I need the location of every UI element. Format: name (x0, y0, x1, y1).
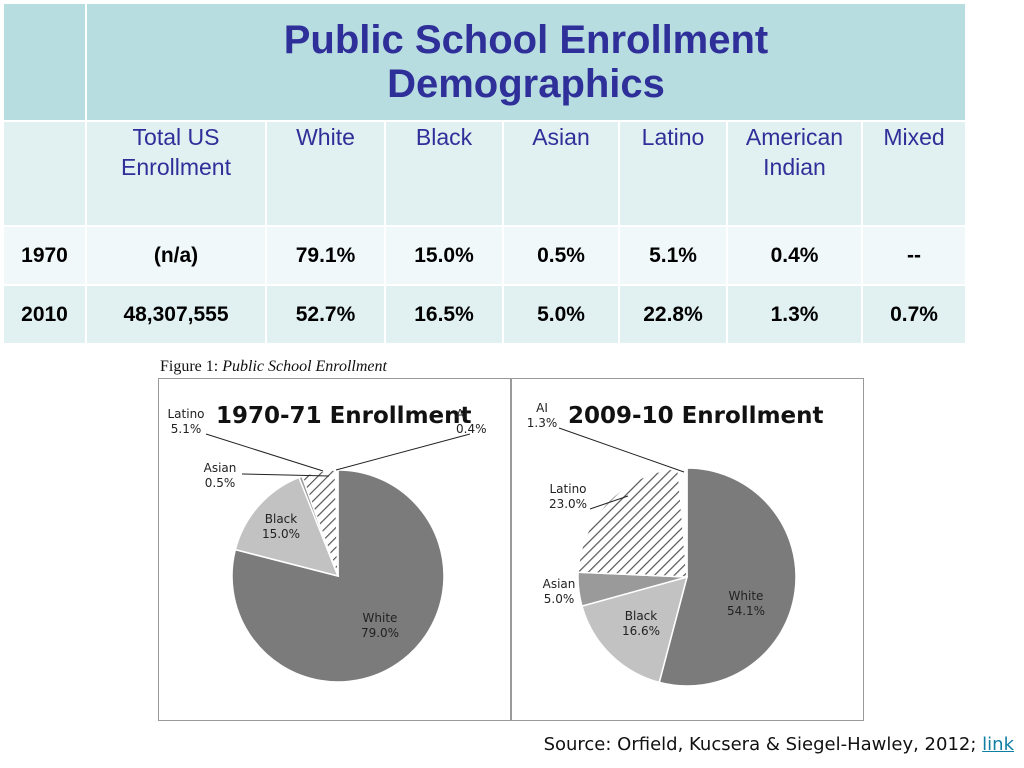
slice-value-ai: 0.4% (456, 422, 487, 436)
table-title-line2: Demographics (387, 62, 665, 106)
slice-label-black: Black (625, 609, 658, 623)
cell-mixed: -- (861, 225, 967, 286)
pie-slice-latino (577, 467, 688, 578)
cell-total-enrollment: (n/a) (85, 225, 267, 286)
table-row: 2010 48,307,555 52.7% 16.5% 5.0% 22.8% 1… (2, 284, 967, 345)
figure-caption: Figure 1: Public School Enrollment (160, 358, 387, 375)
row-year: 2010 (2, 284, 87, 345)
slice-label-latino: Latino (549, 482, 586, 496)
slice-label-white: White (729, 589, 764, 603)
pie-slice-white (231, 469, 445, 683)
header-american-indian: American Indian (726, 120, 863, 227)
slice-label-ai: AI (536, 401, 548, 415)
table-title: Public School Enrollment Demographics (85, 2, 967, 122)
header-white: White (265, 120, 386, 227)
header-latino: Latino (618, 120, 728, 227)
source-link[interactable]: link (982, 734, 1014, 755)
table-corner-cell (2, 2, 87, 122)
leader-line-latino (205, 433, 324, 472)
slice-label-asian: Asian (543, 577, 576, 591)
header-mixed: Mixed (861, 120, 967, 227)
header-total-enrollment: Total US Enrollment (85, 120, 267, 227)
slice-value-asian: 5.0% (544, 592, 575, 606)
cell-american-indian: 0.4% (726, 225, 863, 286)
slice-value-asian: 0.5% (205, 476, 236, 490)
cell-total-enrollment: 48,307,555 (85, 284, 267, 345)
table-row: 1970 (n/a) 79.1% 15.0% 0.5% 5.1% 0.4% -- (2, 225, 967, 286)
cell-white: 52.7% (265, 284, 386, 345)
pie-slice-ai (677, 467, 688, 578)
slice-label-black: Black (265, 512, 298, 526)
header-corner-cell (2, 120, 87, 227)
leader-line-asian (241, 473, 330, 477)
cell-american-indian: 1.3% (726, 284, 863, 345)
cell-asian: 5.0% (502, 284, 620, 345)
slice-value-black: 15.0% (262, 527, 300, 541)
pie-slice-black (234, 476, 340, 578)
cell-black: 15.0% (384, 225, 504, 286)
cell-latino: 22.8% (618, 284, 728, 345)
slice-value-ai: 1.3% (527, 416, 558, 430)
slice-value-latino: 23.0% (549, 497, 587, 511)
pie-slice-black (581, 575, 689, 684)
pie-title: 2009-10 Enrollment (568, 403, 824, 429)
slice-value-black: 16.6% (622, 624, 660, 638)
cell-asian: 0.5% (502, 225, 620, 286)
leader-line-latino (589, 495, 629, 510)
source-citation: Source: Orfield, Kucsera & Siegel-Hawley… (543, 734, 1014, 755)
slice-label-latino: Latino (167, 407, 204, 421)
table-title-row: Public School Enrollment Demographics (2, 2, 967, 122)
pie-title: 1970-71 Enrollment (216, 403, 472, 429)
pie-slice-white (658, 467, 797, 687)
slice-label-ai: AI (456, 407, 468, 421)
header-black: Black (384, 120, 504, 227)
cell-white: 79.1% (265, 225, 386, 286)
table-title-line1: Public School Enrollment (283, 18, 769, 62)
header-asian: Asian (502, 120, 620, 227)
cell-latino: 5.1% (618, 225, 728, 286)
cell-mixed: 0.7% (861, 284, 967, 345)
cell-black: 16.5% (384, 284, 504, 345)
slice-value-white: 79.0% (361, 626, 399, 640)
enrollment-table: Public School Enrollment Demographics To… (2, 2, 967, 345)
slice-label-white: White (363, 611, 398, 625)
table-header-row: Total US Enrollment White Black Asian Lat… (2, 120, 967, 227)
figure-caption-title: Public School Enrollment (222, 358, 387, 375)
row-year: 1970 (2, 225, 87, 286)
slice-value-latino: 5.1% (171, 422, 202, 436)
slice-value-white: 54.1% (727, 604, 765, 618)
leader-line-ai (558, 427, 685, 473)
slice-label-asian: Asian (204, 461, 237, 475)
figure-divider (510, 378, 512, 721)
leader-line-ai (335, 433, 471, 471)
pie-charts: 1970-71 EnrollmentWhite79.0%Black15.0%As… (167, 401, 824, 687)
